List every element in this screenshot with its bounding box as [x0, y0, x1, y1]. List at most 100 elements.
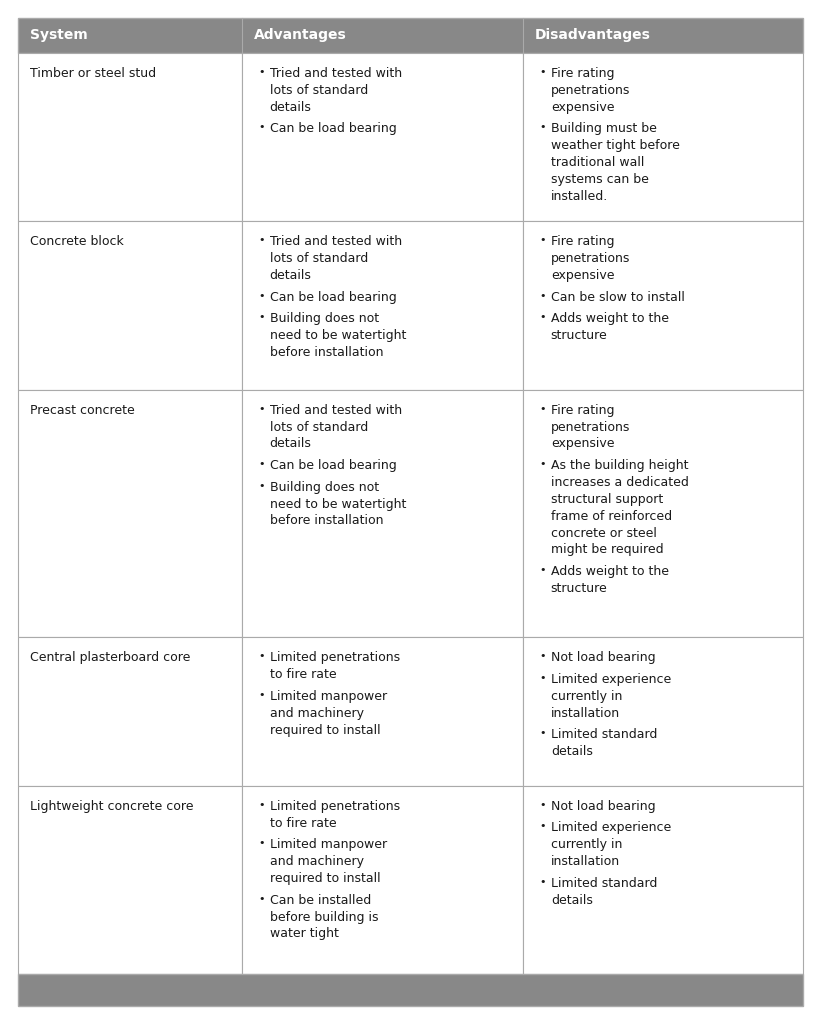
Text: System: System [30, 29, 88, 43]
Text: •: • [259, 894, 265, 903]
Text: Fire rating: Fire rating [551, 236, 614, 249]
Text: •: • [259, 291, 265, 301]
Text: Limited manpower: Limited manpower [270, 690, 387, 702]
Text: Fire rating: Fire rating [551, 403, 614, 417]
Text: Adds weight to the: Adds weight to the [551, 565, 669, 578]
Bar [241, 390, 523, 637]
Text: Limited standard: Limited standard [551, 877, 657, 890]
Text: required to install: required to install [270, 872, 380, 885]
Text: lots of standard: lots of standard [270, 84, 368, 97]
Text: •: • [539, 67, 546, 77]
Text: •: • [259, 800, 265, 810]
Text: Advantages: Advantages [254, 29, 346, 43]
Bar [523, 390, 803, 637]
Text: •: • [259, 459, 265, 469]
Text: •: • [539, 291, 546, 301]
Text: •: • [539, 800, 546, 810]
Text: Disadvantages: Disadvantages [534, 29, 650, 43]
Bar [18, 637, 241, 785]
Text: •: • [539, 122, 546, 132]
Text: •: • [539, 651, 546, 662]
Text: As the building height: As the building height [551, 459, 688, 472]
Text: Limited penetrations: Limited penetrations [270, 651, 400, 665]
Text: need to be watertight: need to be watertight [270, 329, 406, 342]
Text: expensive: expensive [551, 100, 614, 114]
Text: expensive: expensive [551, 437, 614, 451]
Text: before installation: before installation [270, 346, 383, 359]
Text: to fire rate: to fire rate [270, 669, 337, 681]
Text: •: • [539, 877, 546, 887]
Text: Central plasterboard core: Central plasterboard core [30, 651, 190, 665]
Text: installation: installation [551, 855, 620, 868]
Text: details: details [551, 894, 593, 906]
Text: Tried and tested with: Tried and tested with [270, 67, 401, 80]
Text: Precast concrete: Precast concrete [30, 403, 135, 417]
Bar [241, 785, 523, 974]
Text: Tried and tested with: Tried and tested with [270, 236, 401, 249]
Text: before building is: before building is [270, 910, 378, 924]
Text: need to be watertight: need to be watertight [270, 498, 406, 511]
Text: structural support: structural support [551, 493, 663, 506]
Text: details: details [551, 745, 593, 758]
Text: •: • [259, 839, 265, 848]
Text: •: • [539, 821, 546, 831]
Text: Can be slow to install: Can be slow to install [551, 291, 685, 304]
Text: Concrete block: Concrete block [30, 236, 124, 249]
Text: Lightweight concrete core: Lightweight concrete core [30, 800, 194, 813]
Text: details: details [270, 437, 312, 451]
Text: details: details [270, 269, 312, 282]
Text: currently in: currently in [551, 839, 622, 851]
Text: increases a dedicated: increases a dedicated [551, 476, 689, 488]
Text: installation: installation [551, 707, 620, 720]
Text: before installation: before installation [270, 514, 383, 527]
Text: required to install: required to install [270, 724, 380, 736]
Text: Can be load bearing: Can be load bearing [270, 291, 397, 304]
Text: Limited experience: Limited experience [551, 821, 671, 835]
Text: •: • [259, 122, 265, 132]
Text: Timber or steel stud: Timber or steel stud [30, 67, 156, 80]
Text: •: • [539, 459, 546, 469]
Bar [523, 221, 803, 390]
Text: •: • [259, 651, 265, 662]
Text: •: • [259, 312, 265, 323]
Text: installed.: installed. [551, 189, 608, 203]
Bar [241, 221, 523, 390]
Bar [18, 53, 241, 221]
Text: •: • [539, 673, 546, 683]
Text: structure: structure [551, 329, 608, 342]
Text: and machinery: and machinery [270, 707, 364, 720]
Text: Not load bearing: Not load bearing [551, 651, 655, 665]
Text: Limited manpower: Limited manpower [270, 839, 387, 851]
Text: might be required: might be required [551, 544, 663, 556]
Text: •: • [259, 236, 265, 246]
Text: •: • [539, 403, 546, 414]
Text: Can be load bearing: Can be load bearing [270, 459, 397, 472]
Bar [241, 53, 523, 221]
Text: Limited experience: Limited experience [551, 673, 671, 686]
Text: traditional wall: traditional wall [551, 156, 644, 169]
Text: •: • [539, 565, 546, 575]
Text: •: • [259, 690, 265, 699]
Text: Not load bearing: Not load bearing [551, 800, 655, 813]
Text: Limited penetrations: Limited penetrations [270, 800, 400, 813]
Text: Building does not: Building does not [270, 312, 378, 326]
Bar [18, 18, 803, 53]
Bar [18, 221, 241, 390]
Text: weather tight before: weather tight before [551, 139, 680, 153]
Text: Adds weight to the: Adds weight to the [551, 312, 669, 326]
Text: systems can be: systems can be [551, 173, 649, 186]
Bar [523, 637, 803, 785]
Text: lots of standard: lots of standard [270, 421, 368, 433]
Bar [523, 785, 803, 974]
Text: structure: structure [551, 582, 608, 595]
Text: •: • [259, 480, 265, 490]
Text: to fire rate: to fire rate [270, 817, 337, 829]
Text: Tried and tested with: Tried and tested with [270, 403, 401, 417]
Text: currently in: currently in [551, 690, 622, 702]
Text: details: details [270, 100, 312, 114]
Text: concrete or steel: concrete or steel [551, 526, 657, 540]
Text: •: • [539, 312, 546, 323]
Text: lots of standard: lots of standard [270, 252, 368, 265]
Text: Building must be: Building must be [551, 122, 657, 135]
Bar [18, 785, 241, 974]
